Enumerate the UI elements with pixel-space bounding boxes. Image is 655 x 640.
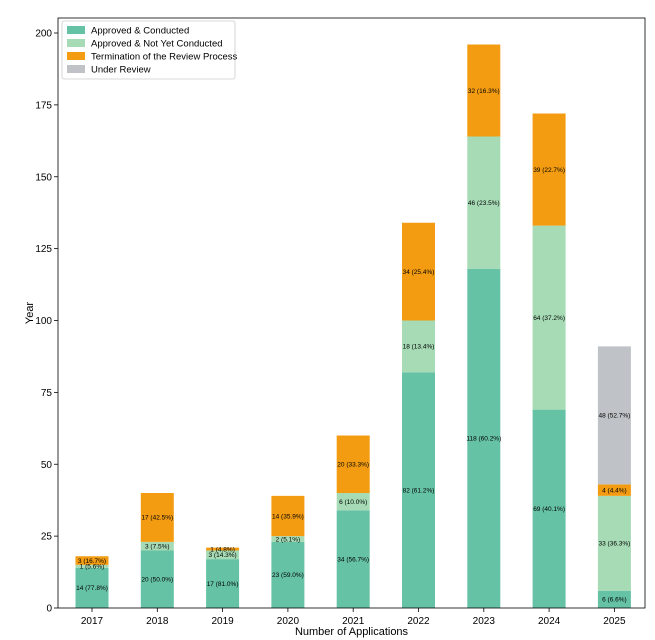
bar-label-2021-series-0: 34 (56.7%) — [337, 556, 369, 563]
bar-2023-series-0 — [467, 268, 501, 608]
legend-entry-2: Termination of the Review Process — [91, 52, 238, 63]
bar-2025-series-3 — [597, 346, 631, 485]
bar-2020-series-0 — [271, 541, 305, 608]
bar-label-2021-series-2: 20 (33.3%) — [337, 462, 369, 469]
bar-2022-series-2 — [402, 222, 435, 321]
bar-2024-series-1 — [532, 225, 566, 410]
bar-label-2025-series-0: 6 (6.6%) — [602, 597, 627, 604]
bar-2023-series-2 — [467, 44, 501, 137]
legend-entry-3: Under Review — [91, 65, 151, 76]
bar-2017-series-2 — [75, 556, 109, 565]
bar-2024-series-0 — [532, 409, 566, 608]
bar-2022-series-0 — [402, 372, 435, 608]
bar-label-2023-series-0: 118 (60.2%) — [466, 436, 501, 443]
bar-label-2018-series-0: 20 (50.0%) — [141, 577, 173, 584]
bar-label-2025-series-1: 33 (36.3%) — [599, 541, 631, 548]
bar-label-2021-series-1: 6 (10.0%) — [339, 499, 367, 506]
y-tick-label-0: 0 — [46, 604, 52, 615]
legend-box — [61, 20, 236, 80]
bar-2021-series-0 — [336, 510, 370, 608]
y-tick-label-50: 50 — [41, 460, 53, 471]
legend-swatch-1 — [67, 39, 85, 47]
bar-2017-series-1 — [75, 564, 109, 568]
bar-label-2018-series-1: 3 (7.5%) — [145, 543, 170, 550]
axes-layer: 0 25 50 75 100 125 150 175 200 2017 2018 2019 2020 20… — [35, 17, 646, 627]
bar-2024-series-2 — [532, 113, 566, 226]
bar-label-2025-series-2: 4 (4.4%) — [602, 487, 627, 494]
x-tick-label-2018: 2018 — [146, 616, 169, 627]
bar-label-2020-series-2: 14 (35.9%) — [272, 513, 304, 520]
bar-label-2023-series-1: 46 (23.5%) — [468, 200, 500, 207]
x-tick-label-2021: 2021 — [342, 616, 365, 627]
legend-swatch-2 — [67, 52, 85, 60]
bar-2020-series-2 — [271, 495, 305, 537]
bar-2018-series-0 — [140, 550, 174, 608]
x-tick-label-2024: 2024 — [538, 616, 561, 627]
bar-2019-series-0 — [206, 559, 240, 608]
bar-label-2024-series-2: 39 (22.7%) — [533, 167, 565, 174]
bar-label-2017-series-2: 3 (16.7%) — [78, 558, 106, 565]
y-tick-label-25: 25 — [41, 532, 53, 543]
x-tick-label-2017: 2017 — [81, 616, 104, 627]
x-tick-label-2022: 2022 — [407, 616, 430, 627]
bar-label-2022-series-1: 18 (13.4%) — [403, 344, 435, 351]
y-tick-label-75: 75 — [41, 388, 53, 399]
bars-layer — [75, 44, 631, 608]
bar-2021-series-2 — [336, 435, 370, 493]
x-tick-label-2019: 2019 — [211, 616, 234, 627]
bar-2021-series-1 — [336, 493, 370, 511]
y-tick-label-200: 200 — [35, 29, 52, 40]
bar-label-2018-series-2: 17 (42.5%) — [141, 515, 173, 522]
bar-2019-series-2 — [206, 547, 240, 551]
bar-label-2022-series-0: 82 (61.2%) — [403, 487, 435, 494]
bar-2025-series-1 — [597, 495, 631, 591]
x-axis-title: Number of Applications — [295, 626, 409, 638]
y-axis-title: Year — [24, 302, 36, 325]
bar-2020-series-1 — [271, 536, 305, 542]
bar-2025-series-2 — [597, 484, 631, 496]
bar-label-2022-series-2: 34 (25.4%) — [403, 269, 435, 276]
bar-2018-series-1 — [140, 541, 174, 551]
bar-2018-series-2 — [140, 493, 174, 542]
bar-label-2019-series-2: 1 (4.8%) — [210, 546, 235, 553]
bar-2023-series-1 — [467, 136, 501, 269]
x-tick-label-2025: 2025 — [603, 616, 626, 627]
bar-2022-series-1 — [402, 320, 435, 373]
bar-label-2017-series-1: 1 (5.6%) — [80, 564, 105, 571]
bar-label-2024-series-1: 64 (37.2%) — [533, 315, 565, 322]
y-tick-label-125: 125 — [35, 244, 52, 255]
bar-2019-series-1 — [206, 550, 240, 560]
legend-swatch-0 — [67, 26, 85, 34]
bar-label-2024-series-0: 69 (40.1%) — [533, 506, 565, 513]
legend-entry-1: Approved & Not Yet Conducted — [91, 39, 223, 50]
plot-frame — [57, 17, 646, 609]
bar-label-2025-series-3: 48 (52.7%) — [599, 413, 631, 420]
bar-label-2020-series-0: 23 (59.0%) — [272, 572, 304, 579]
y-tick-label-100: 100 — [35, 316, 52, 327]
bar-label-2019-series-0: 17 (81.0%) — [207, 581, 239, 588]
legend: Approved & Conducted Approved & Not Yet C… — [61, 20, 238, 80]
bar-label-2020-series-1: 2 (5.1%) — [276, 536, 301, 543]
bar-2025-series-0 — [597, 590, 631, 608]
legend-swatch-3 — [67, 65, 85, 73]
bar-label-2023-series-2: 32 (16.3%) — [468, 88, 500, 95]
x-tick-label-2023: 2023 — [473, 616, 496, 627]
y-tick-label-150: 150 — [35, 172, 52, 183]
y-tick-label-175: 175 — [35, 100, 52, 111]
legend-entry-0: Approved & Conducted — [91, 26, 189, 37]
bar-2017-series-0 — [75, 567, 109, 608]
bar-labels-layer: 14 (77.8%) 1 (5.6%)3 (16.7%) 20 (50.0%) 3 (… — [76, 88, 630, 604]
x-tick-label-2020: 2020 — [277, 616, 300, 627]
bar-label-2019-series-1: 3 (14.3%) — [209, 552, 237, 559]
bar-label-2017-series-0: 14 (77.8%) — [76, 585, 108, 592]
